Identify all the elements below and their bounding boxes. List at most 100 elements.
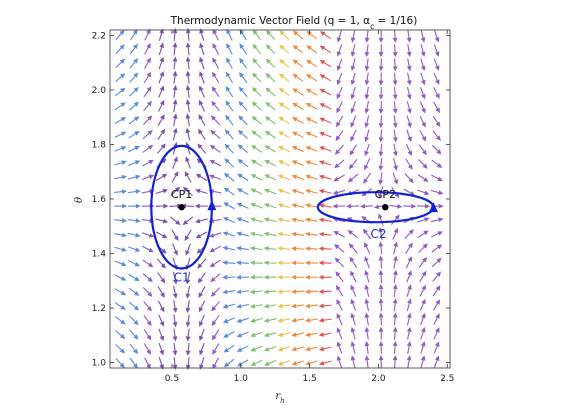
field-arrow-head: [361, 216, 367, 221]
field-arrow-head: [421, 298, 426, 305]
field-arrow-head: [172, 293, 178, 299]
field-arrow-head: [172, 27, 178, 34]
field-arrow-head: [350, 355, 356, 361]
field-arrow-head: [319, 88, 326, 94]
field-arrow-head: [364, 66, 370, 72]
field-arrow-head: [406, 51, 412, 58]
field-arrow-head: [182, 186, 189, 192]
field-arrow-head: [279, 59, 285, 65]
field-arrow-head: [350, 341, 356, 347]
field-arrow-head: [336, 299, 341, 305]
field-arrow-head: [251, 87, 258, 93]
field-arrow-head: [161, 173, 168, 179]
field-arrow-head: [378, 193, 383, 200]
field-arrow-head: [319, 74, 326, 79]
field-arrow-head: [119, 73, 126, 79]
field-arrow-head: [423, 230, 429, 236]
field-arrow-head: [121, 218, 128, 223]
x-tick-label: 2.0: [371, 374, 386, 384]
field-arrow-head: [160, 114, 165, 120]
field-arrow-head: [378, 355, 384, 361]
field-arrow-head: [172, 350, 178, 356]
field-arrow-head: [223, 202, 229, 207]
field-arrow-head: [120, 290, 127, 296]
field-arrow-head: [407, 284, 412, 290]
field-arrow-head: [211, 306, 217, 312]
field-arrow-head: [264, 160, 270, 165]
x-axis-ticks: 0.5 1.0 1.5 2.0 2.5: [165, 30, 454, 384]
field-arrow-head: [209, 144, 216, 150]
field-arrow-head: [435, 271, 442, 277]
field-arrow-head: [392, 122, 398, 129]
field-arrow-head: [210, 130, 216, 136]
field-arrow-head: [121, 189, 128, 195]
critical-points: CP1 CP2: [171, 188, 396, 211]
field-arrow-head: [306, 30, 312, 36]
field-arrow-head: [318, 217, 325, 223]
field-arrow-head: [251, 144, 257, 150]
field-arrow-head: [378, 312, 384, 318]
field-arrow-head: [264, 130, 271, 136]
y-axis-ticks: 1.0 1.2 1.4 1.6 1.8 2.0 2.2: [92, 31, 450, 369]
field-arrow-head: [223, 362, 230, 368]
field-arrow-head: [222, 304, 229, 309]
field-arrow-head: [378, 137, 384, 143]
field-arrow-head: [133, 348, 139, 355]
field-arrow-head: [319, 117, 325, 122]
field-arrow-head: [364, 150, 369, 157]
field-arrow-head: [263, 318, 270, 323]
field-arrow-head: [277, 289, 283, 295]
field-arrow-head: [185, 27, 191, 34]
field-arrow-head: [336, 327, 342, 333]
field-arrow-head: [236, 246, 242, 251]
field-arrow-head: [236, 347, 243, 352]
x-tick-label: 0.5: [165, 374, 179, 384]
field-arrow-head: [333, 231, 339, 236]
x-tick-label: 1.0: [234, 374, 249, 384]
field-arrow-head: [350, 284, 355, 291]
field-arrow-head: [438, 190, 444, 195]
field-arrow-head: [346, 203, 352, 209]
field-arrow-head: [336, 79, 342, 86]
field-arrow-head: [172, 307, 178, 314]
field-arrow-head: [197, 277, 203, 284]
field-arrow-head: [279, 30, 285, 36]
field-arrow-head: [305, 188, 311, 194]
field-arrow-head: [121, 146, 127, 151]
field-arrow-head: [212, 57, 217, 63]
critical-point-label: CP2: [375, 188, 396, 201]
field-arrow-head: [277, 303, 283, 309]
field-arrow-head: [421, 312, 426, 319]
field-arrow-head: [194, 218, 201, 224]
field-arrow-head: [251, 115, 257, 122]
field-arrow-head: [406, 37, 412, 43]
field-arrow-head: [195, 233, 202, 239]
vector-field-arrows: [114, 27, 444, 371]
field-arrow-head: [407, 122, 412, 128]
field-arrow-head: [222, 245, 228, 251]
field-arrow-head: [172, 322, 178, 328]
field-arrow-head: [420, 326, 426, 333]
field-arrow-head: [172, 84, 178, 91]
field-arrow-head: [350, 326, 356, 333]
field-arrow-head: [133, 72, 139, 78]
field-arrow-head: [332, 203, 338, 209]
field-arrow-head: [378, 94, 384, 100]
field-arrow-head: [291, 231, 297, 237]
field-arrow-head: [134, 261, 141, 267]
field-arrow-head: [237, 158, 243, 164]
field-arrow-head: [121, 247, 127, 252]
field-arrow-head: [378, 165, 384, 171]
field-arrow-head: [120, 305, 126, 310]
field-arrow-head: [236, 217, 242, 222]
field-arrow-head: [222, 289, 228, 295]
field-arrow-head: [406, 94, 412, 100]
field-arrow-head: [350, 298, 356, 305]
field-arrow-head: [120, 87, 126, 93]
field-arrow-head: [147, 291, 153, 297]
field-arrow-head: [305, 160, 311, 165]
field-arrow-head: [265, 58, 271, 64]
field-arrow-head: [173, 250, 178, 256]
field-arrow-head: [392, 66, 398, 72]
field-arrow-head: [133, 290, 140, 296]
